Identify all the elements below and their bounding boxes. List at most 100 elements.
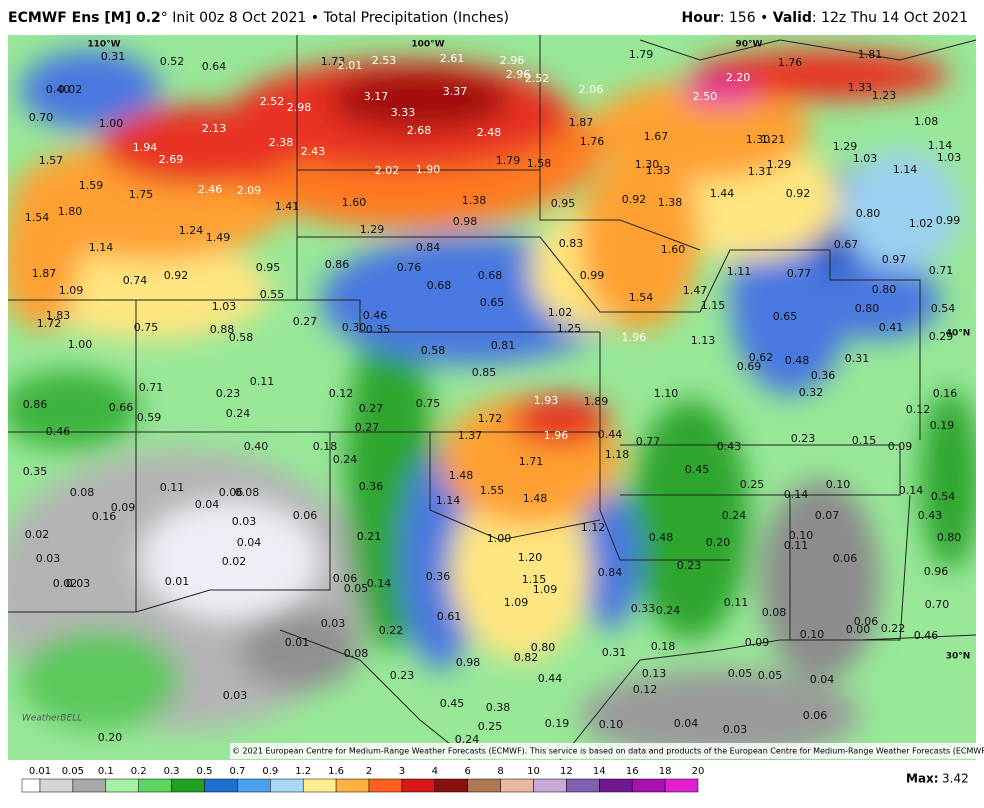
precip-value: 3.17 (364, 90, 389, 103)
precip-value: 0.77 (787, 267, 812, 280)
precip-value: 1.08 (914, 115, 939, 128)
precip-value: 2.98 (287, 101, 312, 114)
state-line (539, 35, 701, 251)
color-swatch (138, 778, 172, 793)
precip-value: 0.08 (235, 486, 260, 499)
precip-value: 1.33 (646, 164, 671, 177)
precip-value: 0.20 (98, 731, 123, 744)
precip-value: 0.01 (285, 636, 310, 649)
precip-value: 2.53 (372, 54, 397, 67)
precip-value: 0.05 (344, 582, 369, 595)
precip-value: 0.44 (538, 672, 563, 685)
color-swatch (21, 778, 41, 793)
colorbar-label: 0.01 (29, 766, 51, 777)
colorbar-label: 8 (497, 766, 503, 777)
valid-label: Valid (772, 10, 812, 26)
precip-value: 0.22 (379, 624, 404, 637)
precip-value: 0.54 (931, 302, 956, 315)
precip-value: 0.23 (791, 432, 816, 445)
precip-value: 0.92 (622, 193, 647, 206)
precip-value: 0.03 (36, 552, 61, 565)
precip-value: 0.58 (421, 344, 446, 357)
precip-value: 0.80 (872, 283, 897, 296)
precip-value: 0.12 (633, 683, 658, 696)
precip-value: 0.86 (23, 398, 48, 411)
precip-value: 0.46 (914, 629, 939, 642)
precip-value: 0.24 (656, 604, 681, 617)
precip-value: 0.06 (803, 709, 828, 722)
colorbar-label: 18 (659, 766, 672, 777)
precip-value: 0.27 (355, 421, 380, 434)
precip-value: 0.30 (342, 321, 367, 334)
precip-value: 1.41 (275, 200, 300, 213)
precip-value: 0.59 (137, 411, 162, 424)
hour-label: Hour (681, 10, 720, 26)
colorbar-label: 14 (593, 766, 606, 777)
precip-value: 0.29 (929, 330, 954, 343)
precip-value: 2.06 (579, 83, 604, 96)
precip-value: 1.54 (629, 291, 654, 304)
precip-value: 0.11 (250, 375, 275, 388)
state-line (599, 332, 730, 561)
precip-value: 1.09 (533, 583, 558, 596)
precip-value: 1.80 (58, 205, 83, 218)
precip-value: 0.75 (416, 397, 441, 410)
precip-value: 2.13 (202, 122, 227, 135)
precip-field (8, 35, 976, 760)
precip-value: 0.80 (856, 207, 881, 220)
precip-value: 1.14 (436, 494, 461, 507)
precip-value: 3.37 (443, 85, 468, 98)
precip-value: 1.00 (99, 117, 124, 130)
precip-value: 1.47 (683, 284, 708, 297)
precip-value: 0.04 (674, 717, 699, 730)
coast-line (559, 634, 977, 761)
precip-value: 0.23 (677, 559, 702, 572)
logo: WeatherBELL (22, 714, 82, 724)
precip-value: 0.10 (800, 628, 825, 641)
precip-value: 0.85 (472, 366, 497, 379)
header-left: ECMWF Ens [M] 0.2° Init 00z 8 Oct 2021 •… (8, 10, 509, 26)
precip-value: 0.15 (852, 434, 877, 447)
precip-value: 0.03 (321, 617, 346, 630)
precip-value: 0.38 (486, 701, 511, 714)
precip-value: 0.77 (636, 435, 661, 448)
color-swatch (237, 778, 271, 793)
precip-value: 0.21 (357, 530, 382, 543)
precip-value: 0.44 (598, 428, 623, 441)
precip-value: 0.48 (649, 531, 674, 544)
precip-value: 0.27 (293, 315, 318, 328)
color-swatch (171, 778, 205, 793)
precip-value: 0.41 (879, 321, 904, 334)
precip-value: 1.29 (360, 223, 385, 236)
colorbar-label: 0.9 (262, 766, 278, 777)
precip-value: 0.88 (210, 323, 235, 336)
precip-value: 0.52 (160, 55, 185, 68)
color-swatch (105, 778, 139, 793)
precip-value: 1.67 (644, 130, 669, 143)
precip-value: 1.87 (32, 267, 57, 280)
precip-value: 1.15 (701, 299, 726, 312)
precip-value: 0.64 (202, 60, 227, 73)
precip-value: 0.69 (737, 360, 762, 373)
precip-value: 0.04 (195, 498, 220, 511)
color-swatch (204, 778, 238, 793)
precip-value: 1.57 (39, 154, 64, 167)
precip-value: 1.29 (833, 140, 858, 153)
precip-value: 1.90 (416, 163, 441, 176)
precip-value: 0.92 (164, 269, 189, 282)
precip-value: 1.93 (534, 394, 559, 407)
graticule-label: 100°W (411, 40, 444, 50)
state-line (297, 236, 700, 313)
precip-value: 0.10 (599, 718, 624, 731)
precip-value: 0.00 (846, 623, 871, 636)
precip-value: 0.14 (899, 484, 924, 497)
precip-value: 1.24 (179, 224, 204, 237)
precip-value: 0.99 (936, 214, 961, 227)
precip-value: 0.55 (260, 288, 285, 301)
color-swatch (631, 778, 666, 793)
precip-value: 2.43 (301, 145, 326, 158)
graticule-label: 110°W (87, 40, 120, 50)
precip-value: 0.16 (933, 387, 958, 400)
precip-value: 0.46 (46, 425, 71, 438)
precip-value: 1.55 (480, 484, 505, 497)
